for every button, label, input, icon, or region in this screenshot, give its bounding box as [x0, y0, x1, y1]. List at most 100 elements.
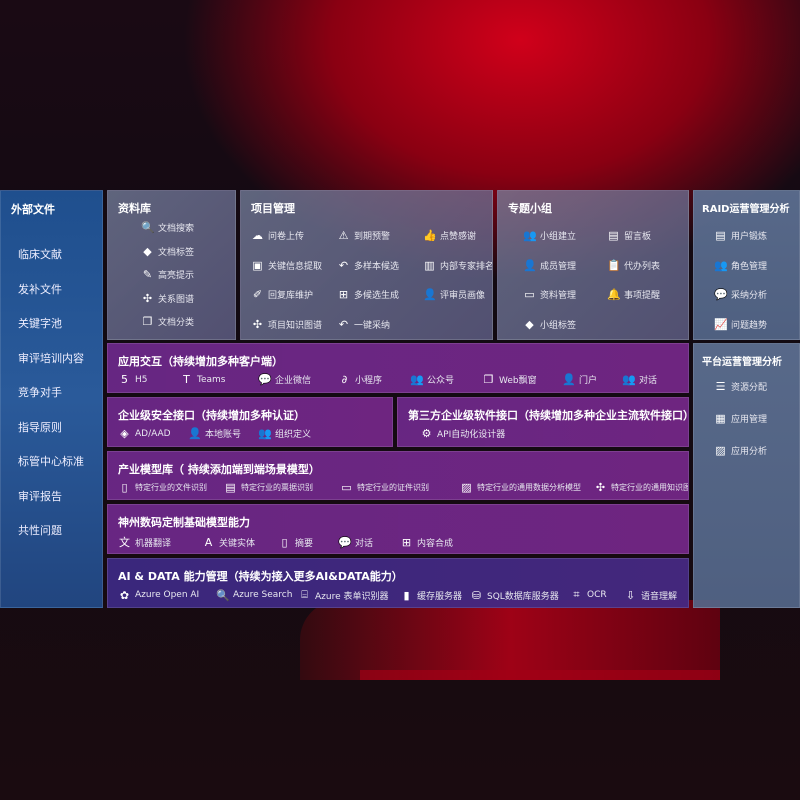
menu-item-doc-copy[interactable]: ❐ 文档分类 [141, 315, 194, 328]
org-icon: 👥 [258, 427, 272, 440]
menu-item-tts[interactable]: ♫TTS [688, 588, 689, 602]
form-recognizer-icon: ⌸ [301, 588, 308, 601]
menu-item-speech[interactable]: ⇩ 语音理解 [624, 588, 688, 602]
menu-item-reply[interactable]: ↶ 多样本候选 [337, 259, 399, 272]
external-file-item[interactable]: 临床文献 [18, 248, 62, 261]
menu-item-alarm[interactable]: ⚠ 到期预警 [337, 229, 390, 242]
external-file-item[interactable]: 发补文件 [18, 282, 62, 296]
item-label: 文档分类 [158, 318, 195, 328]
folder-icon: ▭ [524, 288, 535, 301]
menu-item-bbs[interactable]: ▤ 留言板 [607, 229, 651, 242]
menu-item-user[interactable]: 👤 评审员画像 [423, 288, 485, 301]
menu-item-cache-server[interactable]: ▮ 缓存服务器 [400, 588, 470, 602]
security-interface-panel: 企业级安全接口（持续增加多种认证） ◈ AD/AAD 👤 本地账号 👥 组织定义 [107, 397, 393, 447]
menu-item-receipt[interactable]: ▤ 特定行业的票据识别 [224, 481, 340, 494]
local-account-icon: 👤 [188, 427, 202, 440]
item-label: Teams [197, 374, 226, 385]
item-label: AD/AAD [135, 428, 171, 439]
menu-item-reply[interactable]: ↶ 一键采纳 [337, 318, 390, 331]
menu-item-teams[interactable]: T Teams [180, 373, 258, 386]
menu-item-graph[interactable]: ✣ 特定行业的通用知识图谱模型 [594, 481, 688, 494]
menu-item-bell[interactable]: 🔔 事项提醒 [607, 288, 660, 301]
menu-item-compose[interactable]: ⊞ 内容合成 [400, 534, 480, 550]
menu-item-graph[interactable]: ✣ 项目知识图谱 [251, 318, 322, 331]
menu-item-ranking[interactable]: ▥ 内部专家排名 [423, 259, 493, 272]
menu-item-wechat[interactable]: 💬 企业微信 [258, 373, 338, 386]
menu-item-sql[interactable]: ⛁ SQL数据库服务器 [470, 588, 570, 602]
menu-item-group[interactable]: 👥 角色管理 [714, 259, 767, 272]
menu-item-analysis[interactable]: ▨ 应用分析 [714, 444, 767, 457]
public-account-icon: 👥 [410, 373, 424, 386]
summary-icon: ▯ [281, 535, 288, 549]
menu-item-summary[interactable]: ▯ 摘要 [278, 534, 338, 550]
bbs-icon: ▤ [608, 229, 619, 242]
external-file-item[interactable]: 关键字池 [18, 317, 62, 330]
menu-item-form-recognizer[interactable]: ⌸ Azure 表单识别器 [298, 588, 400, 602]
menu-item-html5[interactable]: 5 H5 [118, 373, 180, 386]
item-label: Web飘窗 [499, 376, 537, 386]
menu-item-web-window[interactable]: ❐ Web飘窗 [482, 373, 562, 386]
menu-item-apps[interactable]: ▦ 应用管理 [714, 412, 767, 425]
menu-item-entity[interactable]: A 关键实体 [202, 534, 278, 550]
menu-item-tag[interactable]: ◆ 文档标签 [141, 245, 194, 258]
item-label: 问卷上传 [268, 232, 305, 242]
window-icon: ▣ [252, 258, 263, 272]
item-label: 内部专家排名 [440, 261, 493, 272]
menu-item-puzzle[interactable]: ⊞ 多候选生成 [337, 288, 399, 301]
external-file-item[interactable]: 共性问题 [18, 524, 62, 537]
graph-icon: ✣ [252, 317, 263, 331]
menu-item-group[interactable]: 👥 小组建立 [523, 229, 576, 242]
menu-item-graph[interactable]: ✣ 关系图谱 [141, 292, 194, 305]
menu-item-portal[interactable]: 👤 门户 [562, 373, 622, 386]
menu-item-gear[interactable]: ⚙ API自动化设计器 [420, 427, 560, 440]
background-glow [300, 600, 720, 680]
menu-item-doc-search[interactable]: 🔍 文档搜索 [141, 221, 194, 234]
menu-item-add-user[interactable]: 👤 成员管理 [523, 259, 576, 272]
item-label: SQL数据库服务器 [487, 591, 559, 602]
menu-item-chat[interactable]: 💬 对话 [338, 534, 400, 550]
menu-item-search[interactable]: 🔍 Azure Search [216, 588, 298, 602]
menu-item-ocr[interactable]: ⌗ OCR [570, 588, 624, 602]
menu-item-file[interactable]: ▯ 特定行业的文件识别 [118, 481, 224, 494]
menu-item-id-card[interactable]: ▭ 特定行业的证件识别 [340, 481, 460, 494]
menu-item-chart[interactable]: ▨ 特定行业的通用数据分析模型 [460, 481, 594, 494]
menu-item-thumbs-up[interactable]: 👍 点赞感谢 [423, 229, 476, 242]
menu-item-chat[interactable]: 👥 对话 [622, 373, 682, 386]
item-label: Azure Search [233, 590, 293, 600]
menu-item-window[interactable]: ▣ 关键信息提取 [251, 259, 322, 272]
item-label: 小组建立 [540, 232, 577, 242]
item-label: 代办列表 [624, 261, 661, 272]
external-file-item[interactable]: 指导原则 [18, 420, 62, 434]
menu-item-qa[interactable]: 💬 采纳分析 [714, 288, 767, 301]
menu-item-translate[interactable]: 文机器翻译 [118, 534, 202, 550]
menu-item-trend[interactable]: 📈 问题趋势 [714, 318, 767, 331]
menu-item-public-account[interactable]: 👥 公众号 [410, 373, 482, 386]
item-label: 门户 [579, 376, 598, 386]
menu-item-ad[interactable]: ◈ AD/AAD [118, 427, 188, 440]
menu-item-miniprogram[interactable]: ∂ 小程序 [338, 373, 410, 386]
menu-item-pen[interactable]: ✎ 高亮提示 [141, 268, 194, 281]
graph-icon: ✣ [595, 481, 606, 494]
panel-title: 项目管理 [251, 202, 295, 215]
item-label: 成员管理 [540, 261, 577, 272]
external-file-item[interactable]: 竞争对手 [18, 386, 62, 399]
menu-item-folder[interactable]: ▭ 资料管理 [523, 288, 576, 301]
receipt-icon: ▤ [225, 481, 236, 494]
edit-icon: ✐ [252, 288, 263, 301]
menu-item-edit[interactable]: ✐ 回复库维护 [251, 288, 313, 301]
external-file-item[interactable]: 标管中心标准 [18, 455, 84, 468]
menu-item-list[interactable]: ☰ 资源分配 [714, 380, 767, 393]
item-label: 高亮提示 [158, 271, 195, 281]
menu-item-local-account[interactable]: 👤 本地账号 [188, 427, 258, 440]
menu-item-openai[interactable]: ✿ Azure Open AI [118, 588, 216, 602]
menu-item-clipboard[interactable]: 📋 代办列表 [607, 259, 660, 272]
menu-item-cloud-upload[interactable]: ☁ 问卷上传 [251, 229, 304, 242]
clipboard-icon: 📋 [607, 258, 621, 272]
external-file-item[interactable]: 审评培训内容 [18, 351, 84, 365]
item-label: 用户锻炼 [731, 232, 768, 242]
menu-item-id-card[interactable]: ▤ 用户锻炼 [714, 229, 767, 242]
menu-item-org[interactable]: 👥 组织定义 [258, 427, 338, 440]
external-file-item[interactable]: 审评报告 [18, 489, 62, 503]
menu-item-tag[interactable]: ◆ 小组标签 [523, 318, 576, 331]
background-bar [360, 670, 720, 680]
